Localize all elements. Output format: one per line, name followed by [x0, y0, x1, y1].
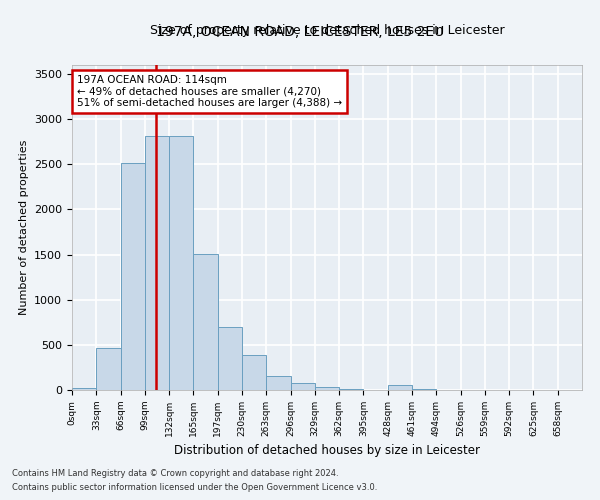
Text: 197A, OCEAN ROAD, LEICESTER, LE5 2EU: 197A, OCEAN ROAD, LEICESTER, LE5 2EU [156, 25, 444, 39]
Bar [72, 388, 96, 390]
Bar [218, 327, 242, 390]
Bar [388, 385, 412, 390]
Bar [315, 387, 339, 390]
Bar [169, 136, 193, 390]
Text: Contains HM Land Registry data © Crown copyright and database right 2024.: Contains HM Land Registry data © Crown c… [12, 468, 338, 477]
Bar [145, 136, 169, 390]
Text: 197A OCEAN ROAD: 114sqm
← 49% of detached houses are smaller (4,270)
51% of semi: 197A OCEAN ROAD: 114sqm ← 49% of detache… [77, 74, 342, 108]
Bar [96, 348, 121, 390]
Bar [290, 383, 315, 390]
Bar [242, 355, 266, 390]
Bar [121, 164, 145, 390]
Bar [339, 388, 364, 390]
Text: Contains public sector information licensed under the Open Government Licence v3: Contains public sector information licen… [12, 484, 377, 492]
X-axis label: Distribution of detached houses by size in Leicester: Distribution of detached houses by size … [174, 444, 480, 458]
Bar [412, 389, 436, 390]
Title: Size of property relative to detached houses in Leicester: Size of property relative to detached ho… [149, 24, 505, 38]
Y-axis label: Number of detached properties: Number of detached properties [19, 140, 29, 315]
Bar [193, 254, 218, 390]
Bar [266, 376, 290, 390]
